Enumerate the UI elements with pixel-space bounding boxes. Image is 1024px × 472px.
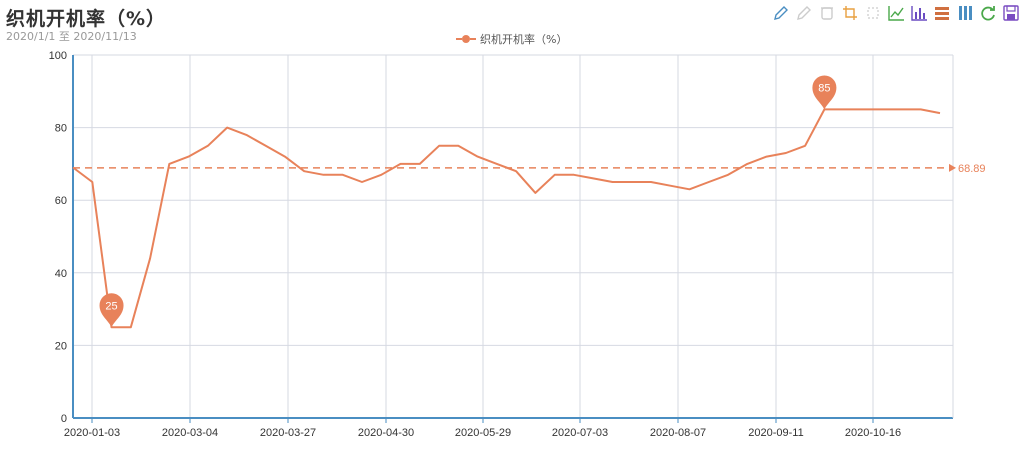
x-tick-label: 2020-05-29: [455, 427, 511, 439]
x-tick-label: 2020-10-16: [845, 427, 901, 439]
y-tick-label: 80: [55, 123, 67, 135]
stack-icon[interactable]: [932, 3, 951, 22]
max-pin: [812, 75, 837, 110]
y-tick-label: 20: [55, 340, 67, 352]
min-pin: [99, 293, 124, 328]
y-tick-label: 40: [55, 268, 67, 280]
tiled-icon[interactable]: [955, 3, 974, 22]
max-pin-label: 85: [818, 82, 830, 94]
toolbox: [771, 3, 1020, 22]
x-tick-label: 2020-08-07: [650, 427, 706, 439]
refresh-icon[interactable]: [978, 3, 997, 22]
clear-icon[interactable]: [817, 3, 836, 22]
legend-item[interactable]: 织机开机率（%）: [456, 31, 567, 47]
pen-icon[interactable]: [771, 3, 790, 22]
bar-chart-icon[interactable]: [909, 3, 928, 22]
legend-swatch: [456, 34, 476, 44]
min-pin-label: 25: [105, 300, 117, 312]
x-tick-label: 2020-03-27: [260, 427, 316, 439]
x-tick-label: 2020-01-03: [64, 427, 120, 439]
zoom-select-icon[interactable]: [840, 3, 859, 22]
chart-subtitle: 2020/1/1 至 2020/11/13: [6, 30, 137, 43]
eraser-icon[interactable]: [794, 3, 813, 22]
x-tick-label: 2020-09-11: [748, 427, 803, 439]
x-tick-label: 2020-03-04: [162, 427, 218, 439]
zoom-reset-icon[interactable]: [863, 3, 882, 22]
series-line: [72, 108, 941, 329]
average-label: 68.89: [958, 163, 986, 175]
y-tick-label: 0: [61, 413, 67, 425]
x-tick-label: 2020-04-30: [358, 427, 414, 439]
x-tick-label: 2020-07-03: [552, 427, 608, 439]
average-arrow: [949, 163, 956, 172]
save-icon[interactable]: [1001, 3, 1020, 22]
line-chart-icon[interactable]: [886, 3, 905, 22]
y-tick-label: 60: [55, 195, 67, 207]
chart-title: 织机开机率（%）: [6, 8, 167, 30]
legend-label: 织机开机率（%）: [480, 33, 568, 46]
y-tick-label: 100: [49, 50, 67, 62]
